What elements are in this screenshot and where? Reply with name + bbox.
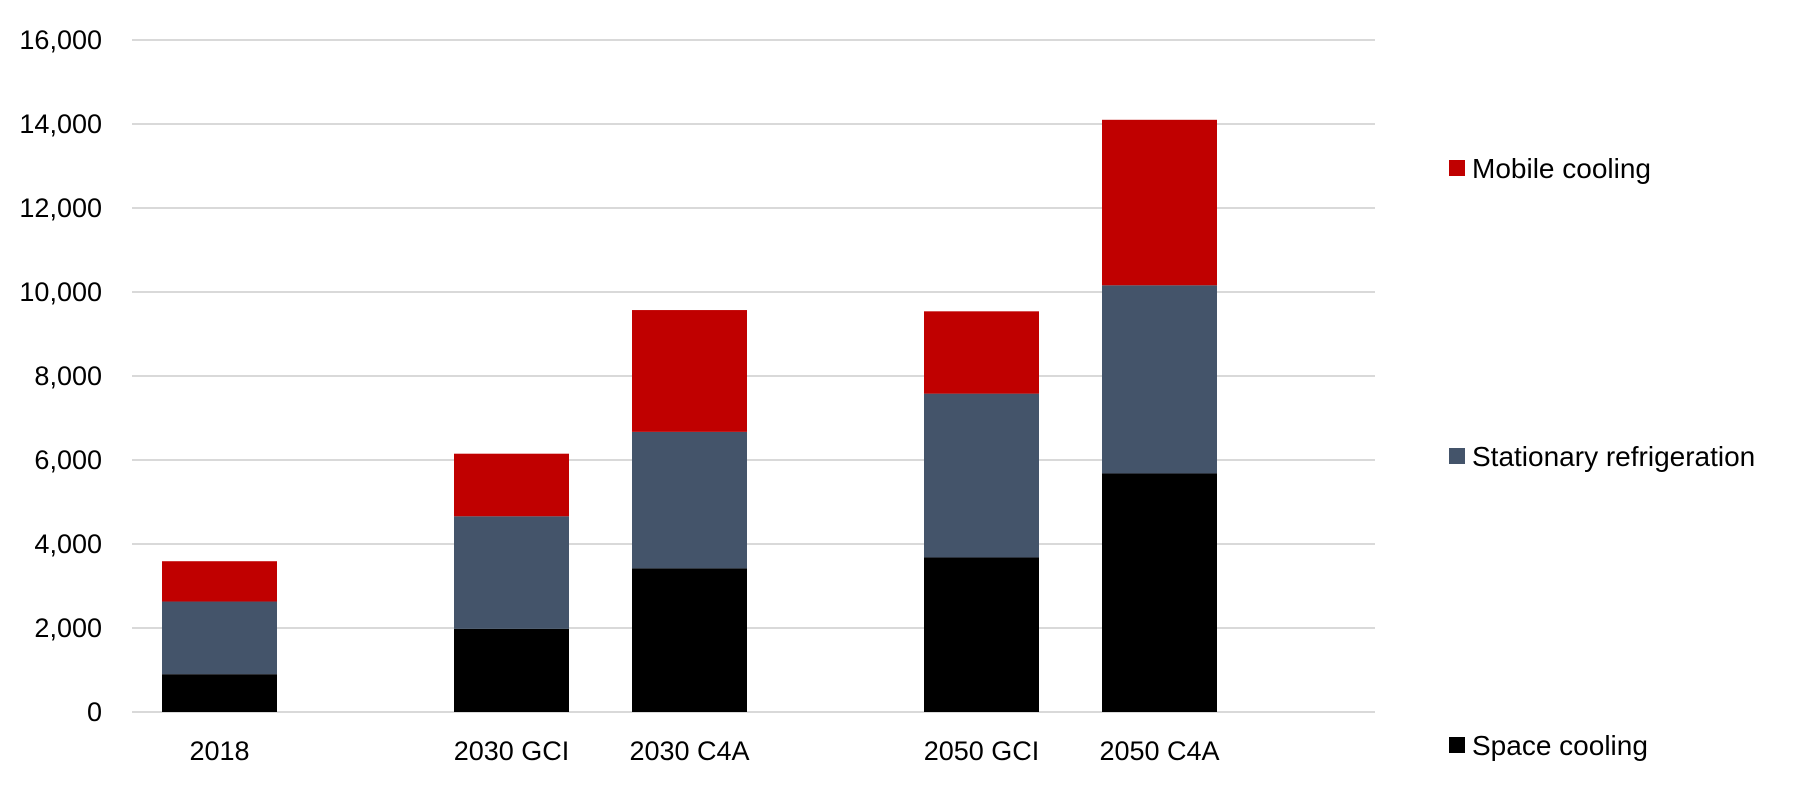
legend-swatch-mobile-cooling [1449,160,1465,176]
bar-2018-space-cooling [162,674,277,712]
x-tick-label: 2018 [189,736,249,766]
x-tick-label: 2030 GCI [454,736,570,766]
bar-2018-mobile-cooling [162,561,277,602]
y-tick-label: 0 [87,697,102,727]
bar-2050-c4a-stationary-refrigeration [1102,285,1217,474]
bar-2050-c4a-mobile-cooling [1102,119,1217,286]
legend-label-mobile-cooling: Mobile cooling [1472,153,1651,184]
bar-2050-gci-mobile-cooling [924,311,1039,394]
y-tick-label: 4,000 [34,529,102,559]
x-tick-label: 2050 GCI [924,736,1040,766]
bar-2030-c4a-mobile-cooling [632,310,747,432]
legend-swatch-stationary-refrigeration [1449,448,1465,464]
legend: Mobile cooling Stationary refrigeration Sp… [1449,153,1755,761]
y-axis-ticks: 0 2,000 4,000 6,000 8,000 10,000 12,000 14,000 1… [19,25,102,727]
y-tick-label: 6,000 [34,445,102,475]
legend-swatch-space-cooling [1449,737,1465,753]
bar-2030-gci-space-cooling [454,628,569,712]
y-tick-label: 12,000 [19,193,102,223]
legend-label-stationary-refrigeration: Stationary refrigeration [1472,441,1755,472]
bar-2030-gci-stationary-refrigeration [454,516,569,629]
bars [162,119,1217,712]
y-tick-label: 14,000 [19,109,102,139]
y-tick-label: 2,000 [34,613,102,643]
bar-2030-gci-mobile-cooling [454,453,569,517]
bar-2030-c4a-stationary-refrigeration [632,431,747,569]
x-axis-ticks: 2018 2030 GCI 2030 C4A 2050 GCI 2050 C4A [189,736,1219,766]
bar-2050-gci-space-cooling [924,557,1039,712]
bar-2050-gci-stationary-refrigeration [924,393,1039,558]
y-tick-label: 8,000 [34,361,102,391]
bar-2050-c4a-space-cooling [1102,473,1217,712]
legend-label-space-cooling: Space cooling [1472,730,1648,761]
bar-2018-stationary-refrigeration [162,601,277,675]
bar-2030-c4a-space-cooling [632,568,747,712]
x-tick-label: 2050 C4A [1099,736,1219,766]
y-tick-label: 16,000 [19,25,102,55]
y-tick-label: 10,000 [19,277,102,307]
x-tick-label: 2030 C4A [629,736,749,766]
